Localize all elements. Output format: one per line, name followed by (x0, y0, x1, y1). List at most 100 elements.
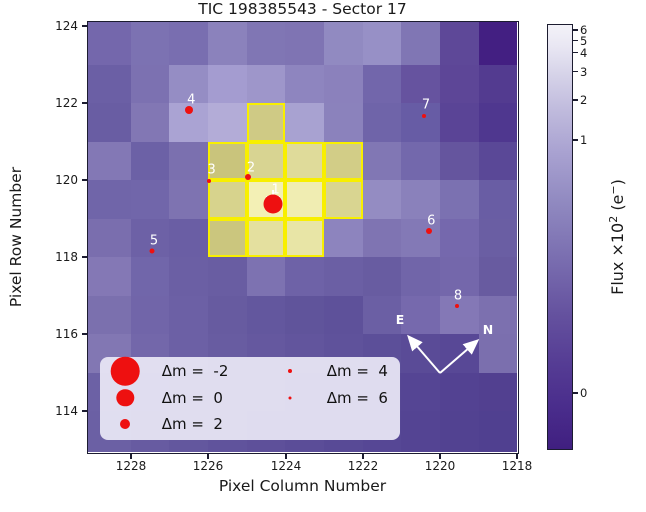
aperture-pixel (246, 103, 286, 142)
pixel-cell (440, 334, 479, 373)
aperture-pixel (208, 218, 247, 257)
pixel-cell (362, 22, 402, 26)
colorbar-tick-mark (573, 39, 578, 42)
pixel-cell (246, 64, 286, 103)
pixel-cell (130, 26, 170, 65)
colorbar-tick-label: 4 (580, 45, 588, 60)
pixel-cell (130, 257, 170, 296)
x-tick-mark (285, 453, 287, 459)
pixel-cell (92, 180, 131, 219)
star-number-label: 4 (187, 92, 196, 108)
star-dot (421, 114, 426, 119)
y-tick-mark (81, 256, 87, 258)
pixel-cell (401, 141, 440, 180)
pixel-cell (401, 295, 440, 334)
colorbar-tick-mark (573, 139, 578, 141)
pixel-cell (401, 103, 440, 142)
pixel-cell (440, 103, 479, 142)
colorbar-tick-label: 2 (580, 93, 588, 107)
y-axis-label: Pixel Row Number (7, 166, 25, 308)
pixel-cell (246, 22, 286, 26)
x-tick-label: 1222 (347, 459, 379, 473)
x-tick-label: 1228 (115, 459, 147, 473)
aperture-pixel (285, 180, 324, 219)
pixel-cell (440, 257, 479, 296)
pixel-cell (130, 103, 170, 142)
pixel-cell (169, 22, 208, 26)
pixel-cell (478, 64, 517, 103)
legend-dot (288, 396, 292, 400)
pixel-cell (88, 257, 92, 296)
pixel-cell (478, 257, 517, 296)
pixel-cell (92, 218, 131, 257)
pixel-cell (362, 64, 402, 103)
legend-dot (287, 369, 292, 373)
pixel-cell (478, 334, 517, 373)
pixel-cell (401, 334, 440, 373)
pixel-cell (401, 26, 440, 65)
pixel-cell (285, 26, 324, 65)
pixel-cell (362, 103, 402, 142)
pixel-cell (440, 295, 479, 334)
colorbar-tick-label: 3 (580, 64, 588, 79)
star-dot (207, 179, 211, 183)
star-dot (185, 106, 193, 114)
pixel-cell (401, 180, 440, 219)
x-tick-mark (439, 453, 441, 459)
pixel-cell (285, 64, 324, 103)
legend-dot (111, 356, 140, 386)
y-tick-label: 122 (55, 96, 78, 110)
legend-label: Δm = 0 (161, 389, 223, 407)
colorbar-label-exponent: 2 (606, 215, 620, 223)
pixel-cell (92, 64, 131, 103)
pixel-cell (88, 103, 92, 142)
pixel-cell (401, 257, 440, 296)
y-tick-label: 120 (55, 173, 78, 187)
x-axis-label: Pixel Column Number (218, 477, 387, 495)
colorbar-tick-mark (573, 29, 578, 31)
y-tick-mark (81, 333, 87, 335)
legend-label: Δm = 6 (326, 389, 388, 407)
y-tick-label: 114 (55, 404, 78, 418)
aperture-pixel (246, 218, 286, 257)
pixel-cell (88, 141, 92, 180)
aperture-pixel (285, 141, 324, 180)
star-dot (149, 248, 155, 254)
pixel-cell (130, 295, 170, 334)
pixel-cell (440, 64, 479, 103)
y-tick-label: 116 (55, 327, 78, 341)
pixel-cell (478, 103, 517, 142)
legend-label: Δm = -2 (161, 362, 229, 380)
colorbar-tick-label: 0 (580, 386, 588, 400)
star-dot (454, 304, 459, 308)
legend-dot (116, 389, 134, 407)
pixel-cell (362, 180, 402, 219)
pixel-cell (401, 64, 440, 103)
y-tick-label: 118 (55, 250, 78, 264)
legend: Δm = -2 Δm = 0 Δm = 2 Δm = 4 Δm = 6 (100, 356, 400, 440)
x-tick-label: 1226 (192, 459, 224, 473)
pixel-cell (246, 257, 286, 296)
pixel-cell (169, 180, 208, 219)
pixel-cell (324, 26, 363, 65)
colorbar-tick-label: 1 (580, 133, 588, 147)
colorbar-label-minus: − (606, 185, 620, 195)
colorbar-label-close: ) (608, 179, 628, 186)
pixel-cell (88, 64, 92, 103)
pixel-cell (478, 180, 517, 219)
x-tick-label: 1224 (270, 459, 302, 473)
pixel-cell (478, 26, 517, 65)
pixel-cell (88, 372, 92, 411)
colorbar-label-unit: (e (608, 194, 628, 216)
aperture-pixel (324, 180, 363, 219)
pixel-cell (401, 411, 440, 452)
pixel-cell (324, 257, 363, 296)
pixel-cell (92, 26, 131, 65)
pixel-cell (88, 295, 92, 334)
pixel-cell (324, 218, 363, 257)
pixel-cell (169, 26, 208, 65)
pixel-cell (169, 141, 208, 180)
aperture-pixel (246, 141, 286, 180)
